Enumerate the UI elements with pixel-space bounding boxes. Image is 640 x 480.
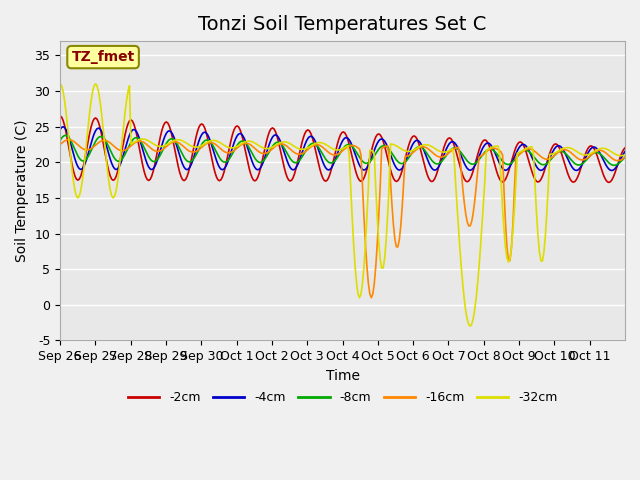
Legend: -2cm, -4cm, -8cm, -16cm, -32cm: -2cm, -4cm, -8cm, -16cm, -32cm: [123, 386, 563, 409]
Text: TZ_fmet: TZ_fmet: [72, 50, 134, 64]
Y-axis label: Soil Temperature (C): Soil Temperature (C): [15, 120, 29, 262]
Title: Tonzi Soil Temperatures Set C: Tonzi Soil Temperatures Set C: [198, 15, 487, 34]
X-axis label: Time: Time: [326, 369, 360, 383]
